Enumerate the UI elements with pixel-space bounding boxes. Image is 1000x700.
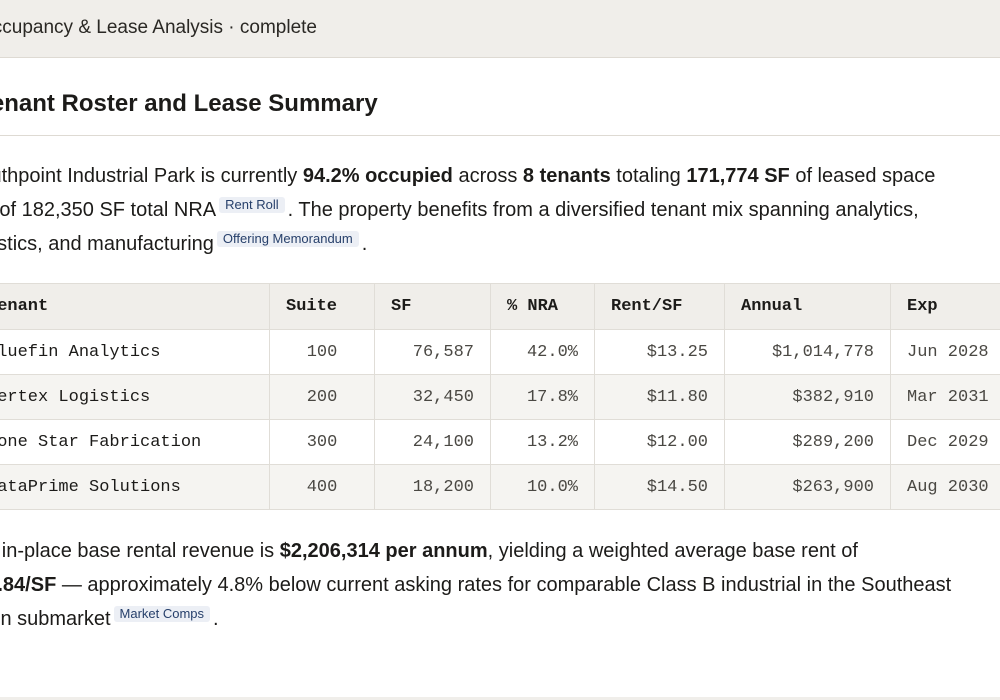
intro-text: logistics, and manufacturing [0, 233, 214, 255]
summary-text: Total in-place base rental revenue is [0, 540, 275, 562]
intro-text: across [452, 165, 523, 187]
tenant-name-cell: Vertex Logistics [0, 374, 270, 420]
suite-cell: 100 [269, 329, 375, 375]
annual-cell: $382,910 [724, 374, 891, 420]
suite-cell: 300 [269, 419, 375, 465]
leased-sf-figure: 171,774 SF [686, 165, 790, 187]
summary-line-2: $12.84/SF — approximately 4.8% below cur… [0, 568, 951, 602]
pct-nra-cell: 13.2% [490, 419, 595, 465]
pct-nra-cell: 42.0% [490, 329, 595, 375]
summary-text: . [213, 608, 219, 630]
header-bar: Occupancy & Lease Analysis · complete [0, 0, 1000, 58]
citation-offering-memorandum[interactable]: Offering Memorandum [216, 231, 359, 247]
table-row: Vertex Logistics 200 32,450 17.8% $11.80… [0, 374, 1000, 420]
sf-cell: 18,200 [374, 464, 491, 510]
summary-line-1: Total in-place base rental revenue is $2… [0, 534, 858, 568]
rent-sf-cell: $12.00 [594, 419, 725, 465]
occupancy-figure: 94.2% occupied [302, 165, 453, 187]
intro-text: . The property benefits from a diversifi… [287, 199, 919, 221]
suite-cell: 400 [269, 464, 375, 510]
intro-text: Southpoint Industrial Park is currently [0, 165, 298, 187]
table-row: DataPrime Solutions 400 18,200 10.0% $14… [0, 464, 1000, 510]
table-header-row: Tenant Suite SF % NRA Rent/SF Annual Exp [0, 283, 1000, 330]
intro-text: out of 182,350 SF total NRA [0, 199, 217, 221]
tenant-roster-table: Tenant Suite SF % NRA Rent/SF Annual Exp… [0, 283, 1000, 510]
summary-text: Austin submarket [0, 608, 111, 630]
citation-market-comps[interactable]: Market Comps [113, 606, 211, 622]
column-header-suite[interactable]: Suite [269, 283, 375, 330]
sf-cell: 76,587 [374, 329, 491, 375]
rent-sf-cell: $13.25 [594, 329, 725, 375]
section-divider [0, 135, 1000, 136]
section-title: Tenant Roster and Lease Summary [0, 90, 378, 117]
column-header-exp[interactable]: Exp [890, 283, 1000, 330]
tenant-name-cell: Lone Star Fabrication [0, 419, 270, 465]
intro-text: of leased space [789, 165, 936, 187]
weighted-rent-figure: $12.84/SF [0, 574, 57, 596]
column-header-annual[interactable]: Annual [724, 283, 891, 330]
tenant-name-cell: DataPrime Solutions [0, 464, 270, 510]
summary-text: , yielding a weighted average base rent … [487, 540, 858, 562]
intro-text: totaling [610, 165, 687, 187]
rent-sf-cell: $14.50 [594, 464, 725, 510]
table-row: Lone Star Fabrication 300 24,100 13.2% $… [0, 419, 1000, 465]
intro-line-1: Southpoint Industrial Park is currently … [0, 159, 935, 193]
intro-text: . [361, 233, 368, 255]
annual-cell: $1,014,778 [724, 329, 891, 375]
rent-sf-cell: $11.80 [594, 374, 725, 420]
pct-nra-cell: 17.8% [490, 374, 595, 420]
column-header-pct-nra[interactable]: % NRA [490, 283, 595, 330]
citation-rent-roll[interactable]: Rent Roll [219, 197, 285, 213]
sf-cell: 32,450 [374, 374, 491, 420]
annual-cell: $263,900 [724, 464, 891, 510]
summary-text: — approximately 4.8% below current askin… [56, 574, 952, 596]
table-row: Bluefin Analytics 100 76,587 42.0% $13.2… [0, 329, 1000, 375]
annual-cell: $289,200 [724, 419, 891, 465]
document-title: Occupancy & Lease Analysis · complete [0, 17, 318, 38]
column-header-rent-sf[interactable]: Rent/SF [594, 283, 725, 330]
exp-cell: Aug 2030 [890, 464, 1000, 510]
suite-cell: 200 [269, 374, 375, 420]
column-header-tenant[interactable]: Tenant [0, 283, 270, 330]
column-header-sf[interactable]: SF [374, 283, 491, 330]
tenant-name-cell: Bluefin Analytics [0, 329, 270, 375]
tenant-count: 8 tenants [522, 165, 611, 187]
exp-cell: Dec 2029 [890, 419, 1000, 465]
pct-nra-cell: 10.0% [490, 464, 595, 510]
sf-cell: 24,100 [374, 419, 491, 465]
exp-cell: Mar 2031 [890, 374, 1000, 420]
annual-revenue-figure: $2,206,314 per annum [279, 540, 488, 562]
exp-cell: Jun 2028 [890, 329, 1000, 375]
bottom-divider [0, 697, 1000, 700]
